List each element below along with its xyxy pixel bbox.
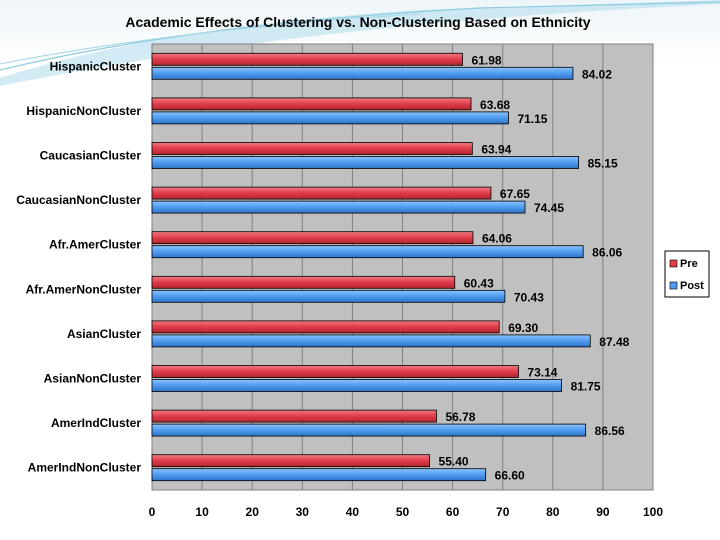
value-label: 63.94 — [481, 143, 511, 157]
bar-post — [151, 468, 487, 482]
category-label: HispanicCluster — [50, 59, 142, 73]
legend-swatch-pre — [669, 259, 678, 268]
bar-post — [151, 379, 562, 392]
x-tick-label: 90 — [596, 505, 610, 519]
bar-pre — [151, 409, 437, 423]
category-label: AmerIndNonCluster — [28, 461, 142, 475]
category-label: CaucasianCluster — [40, 149, 142, 163]
x-tick-label: 20 — [246, 505, 260, 519]
bar-post — [151, 156, 580, 169]
value-label: 64.06 — [482, 232, 512, 246]
value-label: 85.15 — [588, 157, 618, 171]
bar-pre — [151, 52, 463, 66]
bar-pre — [151, 186, 492, 200]
bar-post — [151, 66, 574, 80]
value-label: 60.43 — [464, 276, 494, 290]
value-label: 67.65 — [500, 187, 530, 201]
category-label: Afr.AmerCluster — [49, 238, 141, 252]
x-tick-label: 100 — [643, 505, 663, 519]
x-tick-label: 50 — [396, 505, 410, 519]
value-label: 86.06 — [592, 246, 622, 260]
bar-pre — [151, 320, 500, 334]
value-label: 73.14 — [527, 366, 557, 380]
bars-group: 61.98 84.02 63.68 71.15 63.94 85.15 67.65 74.45… — [151, 52, 630, 483]
x-tick-label: 70 — [496, 505, 510, 519]
category-label: AmerIndCluster — [51, 416, 141, 430]
value-label: 84.02 — [582, 67, 612, 81]
category-label: HispanicNonCluster — [26, 104, 141, 118]
value-label: 71.15 — [517, 112, 547, 126]
bar-post — [151, 200, 526, 214]
bar-pre — [151, 365, 519, 378]
bar-pre — [151, 454, 430, 468]
category-label: AsianCluster — [67, 327, 141, 341]
value-label: 81.75 — [571, 380, 601, 394]
legend: Pre Post — [664, 250, 710, 298]
value-label: 61.98 — [472, 53, 502, 67]
chart-title: Academic Effects of Clustering vs. Non-C… — [125, 14, 590, 30]
value-label: 86.56 — [595, 424, 625, 438]
x-tick-label: 40 — [346, 505, 360, 519]
category-label: AsianNonCluster — [44, 372, 142, 386]
category-label: Afr.AmerNonCluster — [26, 282, 142, 296]
x-tick-label: 30 — [296, 505, 310, 519]
bar-pre — [151, 142, 473, 155]
x-tick-label: 80 — [546, 505, 560, 519]
category-labels: HispanicCluster HispanicNonCluster Caucasi… — [16, 59, 141, 474]
value-label: 66.60 — [495, 469, 525, 483]
bar-post — [151, 111, 509, 125]
value-label: 87.48 — [599, 335, 629, 349]
bar-post — [151, 289, 506, 303]
bar-post — [151, 334, 591, 348]
value-label: 63.68 — [480, 98, 510, 112]
legend-label-pre: Pre — [680, 258, 698, 270]
x-tick-label: 10 — [195, 505, 209, 519]
x-tick-label: 0 — [149, 505, 156, 519]
bar-post — [151, 245, 584, 259]
legend-box — [664, 250, 710, 298]
value-label: 70.43 — [514, 290, 544, 304]
bar-pre — [151, 97, 472, 111]
x-tick-label: 60 — [446, 505, 460, 519]
bar-post — [151, 423, 587, 437]
legend-label-post: Post — [680, 280, 704, 292]
value-label: 55.40 — [439, 455, 469, 469]
value-label: 74.45 — [534, 201, 564, 215]
category-label: CaucasianNonCluster — [16, 193, 141, 207]
bar-pre — [151, 275, 456, 289]
value-label: 56.78 — [445, 410, 475, 424]
x-tick-labels: 0 10 20 30 40 50 60 70 80 90 100 — [149, 505, 664, 519]
legend-swatch-post — [669, 281, 678, 290]
bar-pre — [151, 231, 474, 245]
value-label: 69.30 — [508, 321, 538, 335]
decorative-swoosh — [0, 0, 720, 86]
